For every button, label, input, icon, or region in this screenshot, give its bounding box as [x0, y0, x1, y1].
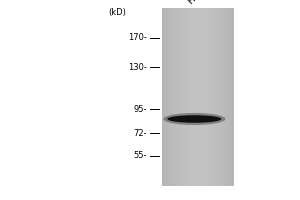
Text: 170-: 170-: [128, 33, 147, 43]
Text: 95-: 95-: [134, 105, 147, 114]
Bar: [162, 8, 234, 186]
Text: (kD): (kD): [108, 8, 126, 17]
Ellipse shape: [167, 115, 221, 123]
Text: 130-: 130-: [128, 62, 147, 72]
Text: 72-: 72-: [134, 129, 147, 138]
Text: HepG2: HepG2: [186, 0, 214, 6]
Ellipse shape: [164, 113, 226, 125]
Text: 55-: 55-: [134, 152, 147, 160]
